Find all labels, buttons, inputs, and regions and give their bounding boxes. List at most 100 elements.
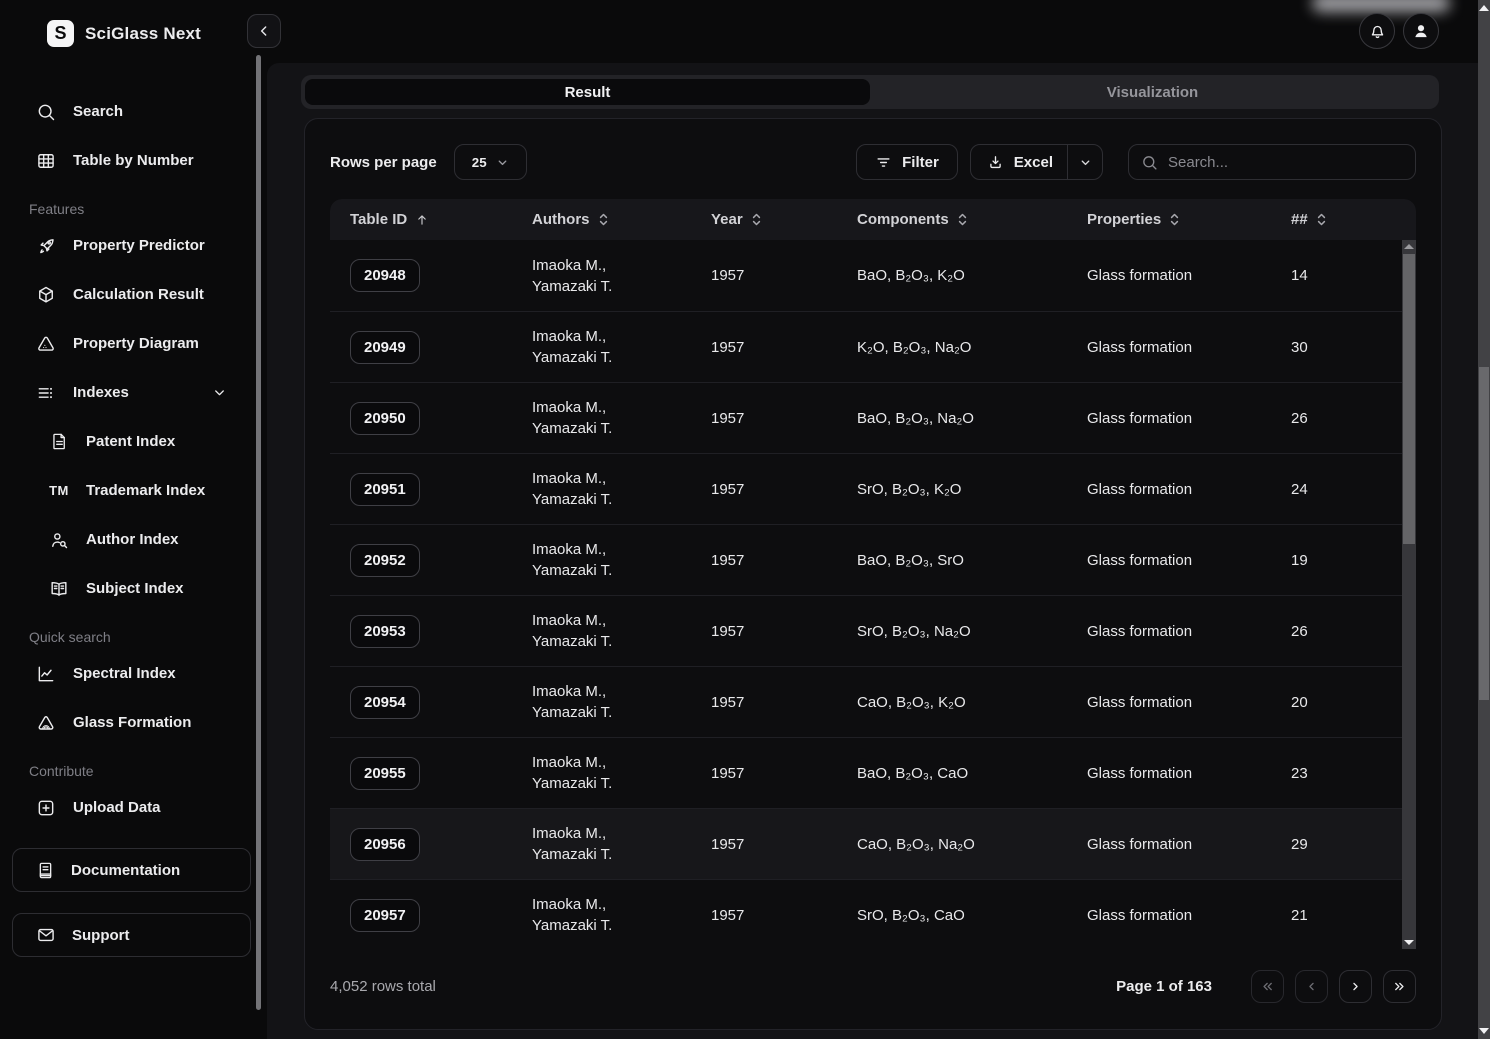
sidebar-item-upload-data[interactable]: Upload Data: [0, 783, 263, 832]
table-id-badge[interactable]: 20948: [350, 259, 420, 292]
column-label: Properties: [1087, 211, 1162, 228]
sidebar: S SciGlass Next Search Table by Number Fe…: [0, 0, 263, 1039]
window-scrollbar-thumb[interactable]: [1479, 367, 1489, 700]
arrow-up-icon: [415, 213, 429, 227]
table-row[interactable]: 20949 Imaoka M., Yamazaki T. 1957 K₂O, B₂O₃,…: [330, 311, 1416, 382]
table-id-badge[interactable]: 20952: [350, 543, 420, 577]
table-row[interactable]: 20953 Imaoka M., Yamazaki T. 1957 SrO, B₂O₃,…: [330, 595, 1416, 666]
table-id-badge[interactable]: 20951: [350, 472, 420, 506]
author-line: Imaoka M.,: [532, 328, 607, 345]
column-label: Table ID: [350, 211, 408, 228]
table-id-badge[interactable]: 20956: [350, 827, 420, 861]
tab-result[interactable]: Result: [305, 79, 870, 105]
book-open-icon: [48, 579, 70, 599]
sidebar-item-table-by-number[interactable]: Table by Number: [0, 136, 263, 185]
table-row[interactable]: 20952 Imaoka M., Yamazaki T. 1957 BaO, B₂O₃,…: [330, 524, 1416, 595]
tm-icon: TM: [49, 483, 69, 498]
excel-export-button[interactable]: Excel: [971, 145, 1067, 179]
search-input[interactable]: [1168, 153, 1403, 171]
components-cell: BaO, B₂O₃, SrO: [857, 551, 964, 569]
glass-icon: [35, 713, 57, 733]
sidebar-button-documentation[interactable]: Documentation: [12, 848, 251, 892]
sidebar-collapse-button[interactable]: [247, 14, 281, 48]
column-header-table-id[interactable]: Table ID: [330, 211, 512, 228]
sidebar-item-search[interactable]: Search: [0, 87, 263, 136]
properties-cell: Glass formation: [1087, 267, 1193, 284]
file-icon: [48, 432, 70, 451]
table-id-badge[interactable]: 20954: [350, 685, 420, 719]
components-cell: K₂O, B₂O₃, Na₂O: [857, 338, 972, 356]
scroll-up-arrow-icon[interactable]: [1479, 5, 1489, 11]
count-cell: 29: [1291, 835, 1308, 853]
sidebar-item-spectral-index[interactable]: Spectral Index: [0, 649, 263, 698]
next-page-button[interactable]: [1339, 970, 1372, 1003]
table-id-badge[interactable]: 20950: [350, 401, 420, 435]
column-header-authors[interactable]: Authors: [512, 211, 691, 228]
main-area: Result Visualization Rows per page 25: [263, 0, 1490, 1039]
sidebar-item-label: Table by Number: [73, 152, 194, 169]
sidebar-item-label: Spectral Index: [73, 665, 176, 682]
author-line: Yamazaki T.: [532, 562, 613, 579]
sort-icon: [598, 212, 609, 227]
count-cell: 26: [1291, 622, 1308, 640]
table-row[interactable]: 20954 Imaoka M., Yamazaki T. 1957 CaO, B₂O₃,…: [330, 666, 1416, 737]
table-row[interactable]: 20950 Imaoka M., Yamazaki T. 1957 BaO, B₂O₃,…: [330, 382, 1416, 453]
excel-export-options-button[interactable]: [1068, 145, 1102, 179]
scroll-down-arrow-icon[interactable]: [1404, 940, 1414, 945]
count-cell: 26: [1291, 409, 1308, 427]
sidebar-item-calculation-result[interactable]: Calculation Result: [0, 270, 263, 319]
filter-button[interactable]: Filter: [856, 144, 958, 180]
previous-page-button[interactable]: [1295, 970, 1328, 1003]
table-id-badge[interactable]: 20957: [350, 898, 420, 932]
column-header-year[interactable]: Year: [691, 211, 837, 228]
table-scrollbar[interactable]: [1402, 240, 1416, 949]
sidebar-scrollbar[interactable]: [256, 55, 261, 1010]
sidebar-item-subject-index[interactable]: Subject Index: [0, 564, 263, 613]
author-line: Imaoka M.,: [532, 825, 607, 842]
rows-per-page-select[interactable]: 25: [453, 144, 527, 180]
sidebar-item-indexes[interactable]: Indexes: [0, 368, 263, 417]
column-header-components[interactable]: Components: [837, 211, 1067, 228]
app-logo: S: [47, 20, 74, 47]
sidebar-button-support[interactable]: Support: [12, 913, 251, 957]
table-id-badge[interactable]: 20949: [350, 330, 420, 364]
authors-cell: Imaoka M., Yamazaki T.: [512, 681, 691, 723]
table-row[interactable]: 20951 Imaoka M., Yamazaki T. 1957 SrO, B₂O₃,…: [330, 453, 1416, 524]
page-indicator: Page 1 of 163: [1116, 978, 1212, 995]
last-page-button[interactable]: [1383, 970, 1416, 1003]
scroll-up-arrow-icon[interactable]: [1404, 244, 1414, 249]
sidebar-item-property-predictor[interactable]: Property Predictor: [0, 221, 263, 270]
window-scrollbar[interactable]: [1478, 0, 1490, 1039]
sidebar-item-patent-index[interactable]: Patent Index: [0, 417, 263, 466]
scroll-down-arrow-icon[interactable]: [1479, 1028, 1489, 1034]
table-row[interactable]: 20948 Imaoka M., Yamazaki T. 1957 BaO, B₂O₃,…: [330, 240, 1416, 311]
sidebar-item-author-index[interactable]: Author Index: [0, 515, 263, 564]
authors-cell: Imaoka M., Yamazaki T.: [512, 397, 691, 439]
sidebar-item-label: Subject Index: [86, 580, 184, 597]
sidebar-item-trademark-index[interactable]: TM Trademark Index: [0, 466, 263, 515]
properties-cell: Glass formation: [1087, 906, 1193, 924]
table-row[interactable]: 20957 Imaoka M., Yamazaki T. 1957 SrO, B₂O₃,…: [330, 879, 1416, 949]
sort-icon: [957, 212, 968, 227]
table-scrollbar-thumb[interactable]: [1403, 254, 1415, 544]
column-header-properties[interactable]: Properties: [1067, 211, 1271, 228]
sidebar-item-property-diagram[interactable]: Property Diagram: [0, 319, 263, 368]
tab-visualization[interactable]: Visualization: [1106, 83, 1199, 101]
table-row[interactable]: 20956 Imaoka M., Yamazaki T. 1957 CaO, B₂O₃,…: [330, 808, 1416, 879]
sidebar-item-glass-formation[interactable]: Glass Formation: [0, 698, 263, 747]
notifications-button[interactable]: [1359, 13, 1395, 49]
column-header-count[interactable]: ##: [1271, 211, 1416, 228]
table-id-badge[interactable]: 20955: [350, 756, 420, 790]
author-line: Yamazaki T.: [532, 775, 613, 792]
table-id-badge[interactable]: 20953: [350, 614, 420, 648]
author-line: Imaoka M.,: [532, 399, 607, 416]
user-avatar-button[interactable]: [1403, 13, 1439, 49]
column-label: Authors: [532, 211, 590, 228]
app-title: SciGlass Next: [85, 23, 201, 43]
first-page-button[interactable]: [1251, 970, 1284, 1003]
chevron-left-icon: [1304, 979, 1319, 994]
sidebar-item-label: Search: [73, 103, 124, 120]
table-row[interactable]: 20955 Imaoka M., Yamazaki T. 1957 BaO, B₂O₃,…: [330, 737, 1416, 808]
table-icon: [35, 151, 57, 171]
components-cell: BaO, B₂O₃, K₂O: [857, 267, 965, 284]
